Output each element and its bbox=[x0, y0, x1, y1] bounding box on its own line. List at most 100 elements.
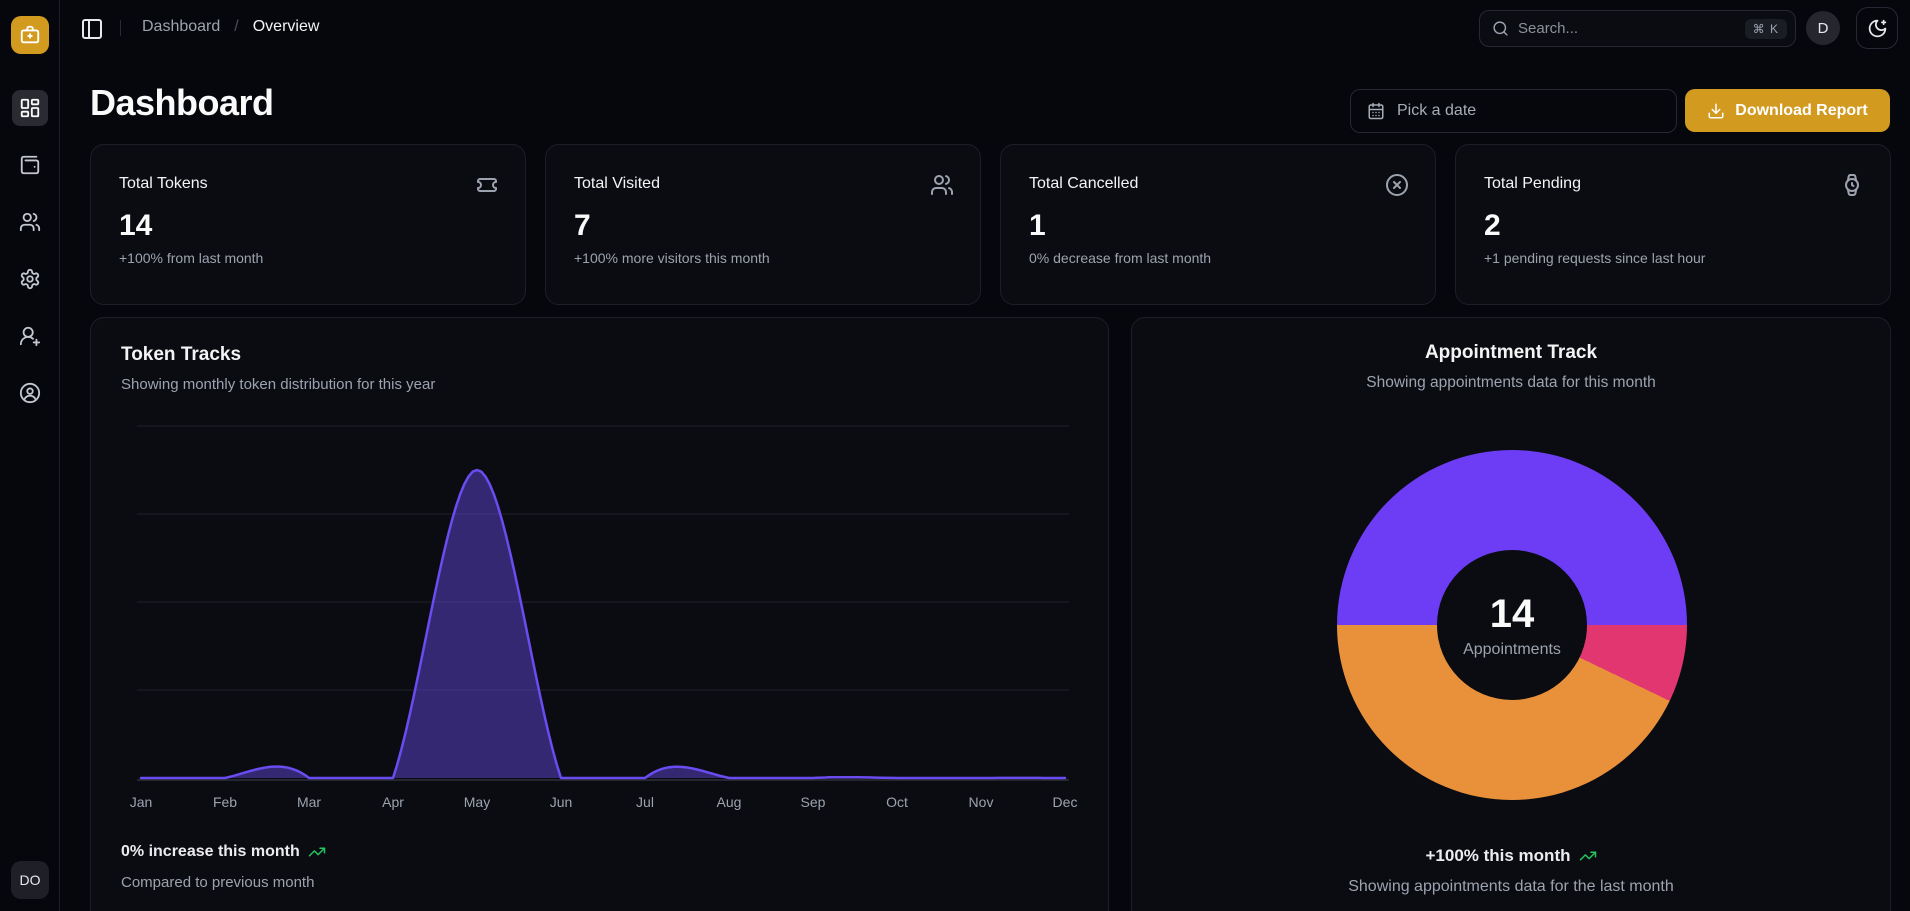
stat-value: 2 bbox=[1484, 209, 1501, 242]
page-title: Dashboard bbox=[90, 82, 274, 123]
trending-up-icon bbox=[1579, 851, 1596, 861]
date-picker-button[interactable]: Pick a date bbox=[1350, 89, 1677, 133]
trending-up-icon bbox=[308, 847, 325, 857]
header-separator bbox=[120, 20, 121, 36]
user-avatar-initial: D bbox=[1817, 19, 1829, 37]
sidebar-user-avatar[interactable]: DO bbox=[11, 861, 49, 899]
sidebar-item-wallet[interactable] bbox=[12, 147, 48, 183]
users-icon bbox=[931, 175, 953, 195]
x-axis-label: Mar bbox=[296, 794, 322, 810]
stat-value: 14 bbox=[119, 209, 153, 242]
briefcase-medical-icon bbox=[20, 25, 40, 44]
appointment-subtitle: Showing appointments data for this month bbox=[1366, 374, 1656, 391]
watch-icon bbox=[1845, 174, 1859, 196]
stat-card-total-pending: Total Pending 2 +1 pending requests sinc… bbox=[1455, 144, 1891, 305]
gridlines bbox=[137, 425, 1069, 691]
bottom-peek-strip bbox=[700, 903, 1910, 911]
circle-user-icon bbox=[19, 382, 41, 404]
token-tracks-subtitle: Showing monthly token distribution for t… bbox=[121, 376, 436, 393]
users-icon bbox=[19, 212, 41, 232]
token-area-chart bbox=[129, 416, 1077, 786]
download-icon bbox=[1708, 103, 1724, 118]
sidebar-item-dashboard[interactable] bbox=[12, 90, 48, 126]
sidebar-item-patients[interactable] bbox=[12, 204, 48, 240]
sidebar-toggle-button[interactable] bbox=[80, 17, 104, 41]
x-axis-label: Jan bbox=[129, 794, 153, 810]
area-line bbox=[139, 468, 1067, 780]
breadcrumb-parent[interactable]: Dashboard bbox=[142, 18, 221, 35]
sidebar: DO bbox=[0, 0, 60, 911]
sidebar-item-account[interactable] bbox=[12, 375, 48, 411]
x-axis-label: Apr bbox=[382, 794, 404, 810]
area-chart-svg bbox=[137, 425, 1069, 781]
stat-card-total-tokens: Total Tokens 14 +100% from last month bbox=[90, 144, 526, 305]
charts-row: Token Tracks Showing monthly token distr… bbox=[90, 317, 1891, 911]
sidebar-item-add-user[interactable] bbox=[12, 318, 48, 354]
x-axis-label: Feb bbox=[212, 794, 238, 810]
token-tracks-card: Token Tracks Showing monthly token distr… bbox=[90, 317, 1109, 911]
x-axis-label: Jun bbox=[549, 794, 573, 810]
token-footer-note: Compared to previous month bbox=[121, 874, 315, 891]
stat-subtitle: 0% decrease from last month bbox=[1029, 250, 1212, 266]
search-icon bbox=[1493, 21, 1508, 36]
x-axis-label: Jul bbox=[636, 794, 654, 810]
stat-title: Total Visited bbox=[574, 175, 660, 192]
app-logo[interactable] bbox=[11, 16, 49, 54]
x-axis-labels: Jan Feb Mar Apr May Jun Jul Aug Sep Oct Nov Dec bbox=[129, 794, 1078, 814]
donut-center: 14 Appointments bbox=[1437, 550, 1587, 700]
stat-subtitle: +100% from last month bbox=[119, 250, 264, 266]
x-axis-label: Oct bbox=[886, 794, 908, 810]
breadcrumb-current: Overview bbox=[252, 18, 320, 35]
download-report-button[interactable]: Download Report bbox=[1685, 89, 1890, 132]
token-tracks-title: Token Tracks bbox=[121, 344, 242, 365]
date-picker-label: Pick a date bbox=[1397, 102, 1477, 119]
appointment-footer-note: Showing appointments data for the last m… bbox=[1348, 878, 1674, 895]
user-avatar[interactable]: D bbox=[1806, 11, 1840, 45]
area-fill bbox=[141, 470, 1065, 778]
token-footer-trend: 0% increase this month bbox=[121, 843, 300, 860]
search-input[interactable] bbox=[1518, 20, 1745, 37]
settings-icon bbox=[20, 268, 40, 290]
stat-card-total-visited: Total Visited 7 +100% more visitors this… bbox=[545, 144, 981, 305]
breadcrumb: Dashboard / Overview bbox=[142, 18, 319, 36]
appointment-footer-trend: +100% this month bbox=[1425, 846, 1571, 865]
appointment-footer: +100% this month bbox=[1132, 846, 1890, 866]
appointment-track-card: Appointment Track Showing appointments d… bbox=[1131, 317, 1891, 911]
appointment-title: Appointment Track bbox=[1424, 342, 1598, 363]
sidebar-item-settings[interactable] bbox=[12, 261, 48, 297]
appointments-donut-chart: 14 Appointments bbox=[1337, 450, 1687, 800]
theme-toggle-button[interactable] bbox=[1856, 7, 1898, 49]
stat-title: Total Tokens bbox=[119, 175, 208, 192]
donut-center-label: Appointments bbox=[1463, 640, 1561, 658]
search-shortcut-badge: ⌘ K bbox=[1744, 18, 1787, 39]
sidebar-nav bbox=[0, 90, 60, 411]
stat-subtitle: +100% more visitors this month bbox=[574, 250, 770, 266]
layout-dashboard-icon bbox=[20, 98, 40, 118]
user-plus-icon bbox=[19, 326, 41, 347]
circle-x-icon bbox=[1386, 174, 1408, 196]
panel-left-icon bbox=[82, 19, 102, 39]
x-axis-label: Dec bbox=[1052, 794, 1078, 810]
moon-star-icon bbox=[1868, 19, 1886, 37]
x-axis-label: Aug bbox=[716, 794, 742, 810]
x-axis-label: Sep bbox=[800, 794, 826, 810]
x-axis-label: May bbox=[463, 794, 491, 810]
stat-value: 1 bbox=[1029, 209, 1046, 242]
download-report-label: Download Report bbox=[1735, 101, 1868, 119]
stat-title: Total Pending bbox=[1484, 175, 1581, 192]
stat-subtitle: +1 pending requests since last hour bbox=[1484, 250, 1706, 266]
sidebar-user-initials: DO bbox=[19, 872, 41, 888]
ticket-icon bbox=[477, 178, 497, 192]
breadcrumb-separator: / bbox=[234, 18, 239, 35]
stat-cards-row: Total Tokens 14 +100% from last month To… bbox=[90, 144, 1891, 305]
stat-card-total-cancelled: Total Cancelled 1 0% decrease from last … bbox=[1000, 144, 1436, 305]
search-box[interactable]: ⌘ K bbox=[1479, 10, 1796, 47]
x-axis-label: Nov bbox=[968, 794, 994, 810]
calendar-icon bbox=[1368, 102, 1384, 120]
token-footer: 0% increase this month bbox=[121, 843, 326, 861]
stat-title: Total Cancelled bbox=[1029, 175, 1139, 192]
topbar: Dashboard / Overview ⌘ K D bbox=[60, 0, 1910, 56]
stat-value: 7 bbox=[574, 209, 591, 242]
donut-center-value: 14 bbox=[1489, 591, 1535, 636]
